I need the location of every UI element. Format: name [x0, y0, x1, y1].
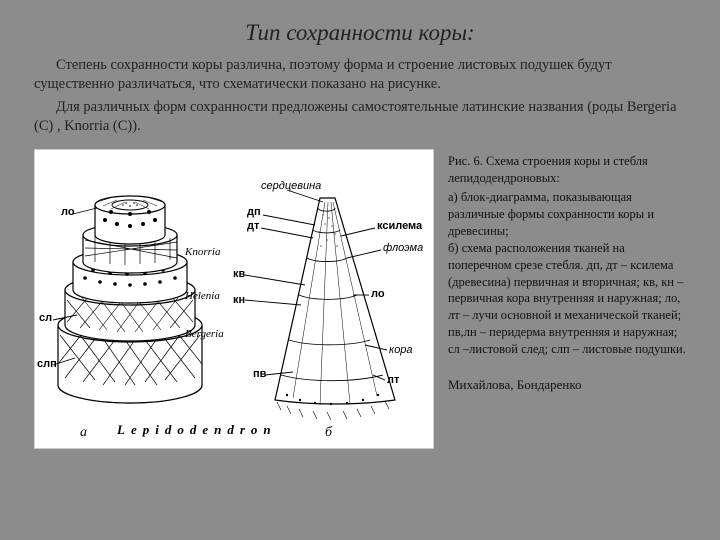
lbl-kv: кв: [233, 268, 245, 280]
paragraph-1: Степень сохранности коры различна, поэто…: [34, 56, 686, 94]
lbl-bergeria: Bergeria: [185, 328, 224, 340]
figure-diagram: ло сл слп Knorria Helenia Bergeria сердц…: [34, 149, 434, 449]
figure-caption: Рис. 6. Схема строения коры и стебля леп…: [448, 149, 686, 449]
lbl-dt: дт: [247, 220, 259, 232]
caption-a: а) блок-диаграмма, показывающая различны…: [448, 189, 686, 240]
credit: Михайлова, Бондаренко: [448, 376, 686, 394]
lbl-pv: пв: [253, 368, 266, 380]
lbl-floema: флоэма: [383, 242, 423, 254]
lbl-slp: слп: [37, 358, 57, 370]
lbl-b: б: [325, 425, 332, 441]
lbl-ksilema: ксилема: [377, 220, 422, 232]
caption-heading: Рис. 6. Схема строения коры и стебля леп…: [448, 153, 686, 187]
lbl-serdtsevina: сердцевина: [261, 180, 321, 192]
lbl-lo: ло: [61, 206, 75, 218]
lbl-kn: кн: [233, 294, 245, 306]
caption-b: б) схема расположения тканей на поперечн…: [448, 240, 686, 358]
slide-title: Тип сохранности коры:: [34, 20, 686, 46]
lbl-sl: сл: [39, 312, 52, 324]
lbl-a: а: [80, 425, 87, 441]
lbl-helenia: Helenia: [185, 290, 220, 302]
lbl-lo2: ло: [371, 288, 385, 300]
lbl-kora: кора: [389, 344, 413, 356]
lbl-lt: лт: [387, 374, 399, 386]
lbl-knorria: Knorria: [185, 246, 220, 258]
paragraph-2: Для различных форм сохранности предложен…: [34, 98, 686, 136]
lbl-lepidodendron: Lepidodendron: [117, 422, 277, 438]
lbl-dp: дп: [247, 206, 261, 218]
